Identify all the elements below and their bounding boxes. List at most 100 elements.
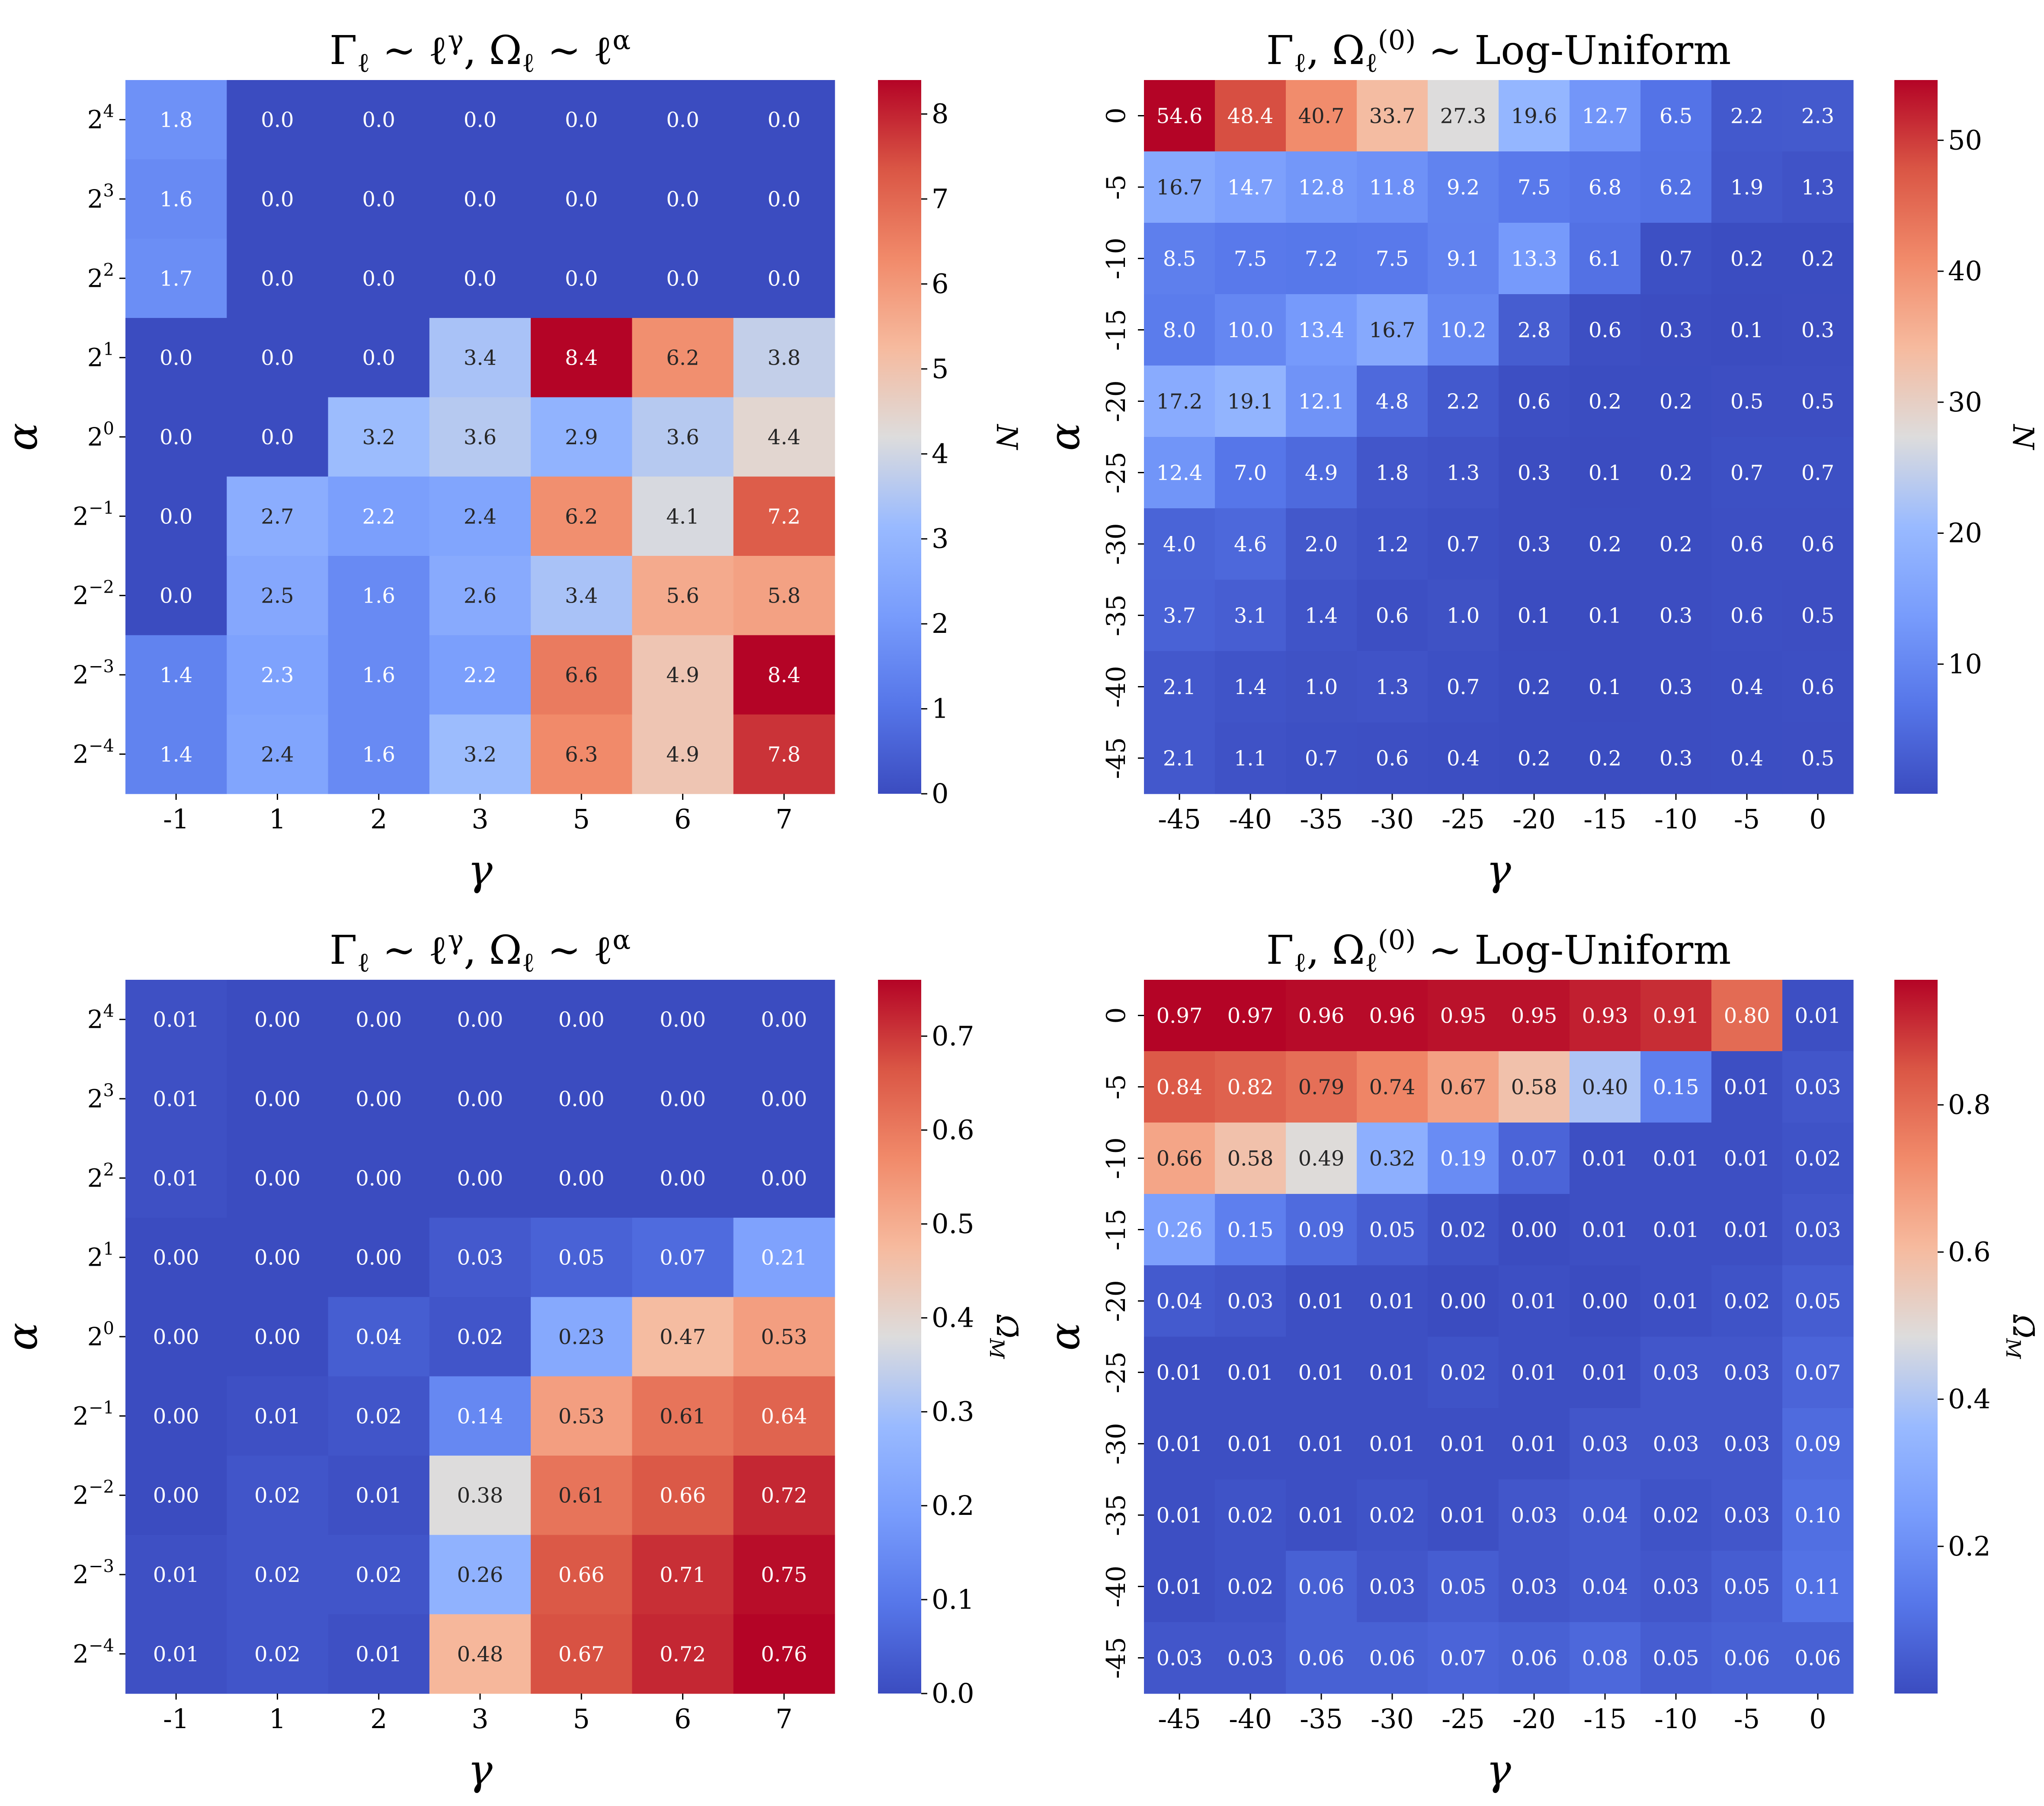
cell-value-label: 0.06 xyxy=(1795,1646,1841,1671)
cell-value-label: 0.3 xyxy=(1801,318,1834,343)
heatmap-cell xyxy=(1428,294,1499,366)
heatmap-cell xyxy=(1570,651,1641,723)
heatmap-cell xyxy=(328,635,430,715)
cell-value-label: 0.06 xyxy=(1369,1646,1416,1671)
heatmap-cell xyxy=(1286,1408,1357,1480)
heatmap-cell xyxy=(1499,437,1570,509)
heatmap-cell xyxy=(1640,1479,1712,1551)
heatmap-cell xyxy=(733,980,835,1059)
cell-value-label: 0.2 xyxy=(1660,532,1692,557)
cell-value-label: 0.00 xyxy=(457,1008,503,1032)
cell-value-label: 0.09 xyxy=(1795,1432,1841,1456)
y-tick-label: 21 xyxy=(87,340,114,372)
x-tick-label: 1 xyxy=(269,803,286,835)
heatmap-cell xyxy=(1286,1551,1357,1623)
heatmap-cell xyxy=(227,556,329,635)
cell-value-label: 11.8 xyxy=(1369,176,1416,200)
heatmap-cell xyxy=(1144,1479,1215,1551)
heatmap-cell xyxy=(1215,1479,1286,1551)
heatmap-cell xyxy=(1357,1479,1428,1551)
cell-value-label: 0.6 xyxy=(1376,604,1409,628)
colorbar-tick-label: 0.6 xyxy=(1948,1236,1991,1267)
cell-value-label: 0.01 xyxy=(1369,1432,1416,1456)
heatmap-cell xyxy=(1286,1051,1357,1123)
cell-value-label: 0.01 xyxy=(1511,1432,1557,1456)
heatmap-cell xyxy=(1428,366,1499,437)
cell-value-label: 2.2 xyxy=(464,663,497,687)
heatmap-cell xyxy=(1640,651,1712,723)
cell-value-label: 0.00 xyxy=(254,1325,301,1349)
svg-text:α: α xyxy=(0,423,47,451)
colorbar xyxy=(878,80,921,794)
heatmap-cell xyxy=(1640,1551,1712,1623)
heatmap-cell xyxy=(125,238,227,318)
heatmap-cell xyxy=(1215,1337,1286,1408)
svg-text:Ω̄M: Ω̄M xyxy=(985,1314,1023,1360)
cell-value-label: 0.7 xyxy=(1801,461,1834,485)
heatmap-cell xyxy=(1570,1479,1641,1551)
y-tick-label: 22 xyxy=(87,260,114,293)
cell-value-label: 0.7 xyxy=(1730,461,1763,485)
cell-value-label: 0.03 xyxy=(1795,1075,1841,1100)
cell-value-label: 0.3 xyxy=(1518,532,1551,557)
heatmap-cell xyxy=(1711,508,1783,580)
cell-value-label: 0.06 xyxy=(1724,1646,1770,1671)
cell-value-label: 0.01 xyxy=(153,1166,199,1190)
heatmap-cell xyxy=(328,1138,430,1218)
cell-value-label: 0.05 xyxy=(1795,1290,1841,1314)
y-axis-label: α xyxy=(1041,423,1089,451)
heatmap-cell xyxy=(1215,437,1286,509)
cell-value-label: 0.03 xyxy=(1227,1290,1274,1314)
cell-value-label: 7.5 xyxy=(1518,176,1551,200)
colorbar-tick-label: 2 xyxy=(932,608,948,639)
cell-value-label: 0.07 xyxy=(1440,1646,1487,1671)
x-tick-label: -25 xyxy=(1442,1703,1485,1735)
heatmap-cell xyxy=(733,1138,835,1218)
cell-value-label: 0.2 xyxy=(1589,747,1621,771)
cell-value-label: 0.58 xyxy=(1511,1075,1557,1100)
cell-value-label: 2.3 xyxy=(1801,104,1834,128)
x-axis-label: γ xyxy=(1486,1746,1511,1794)
heatmap-cell xyxy=(1357,1265,1428,1337)
y-tick-label: 2−3 xyxy=(73,657,114,690)
cell-value-label: 0.03 xyxy=(1582,1432,1628,1456)
x-tick-label: -45 xyxy=(1158,1703,1201,1735)
cell-value-label: 4.6 xyxy=(1234,532,1267,557)
heatmap-cell xyxy=(733,318,835,398)
cell-value-label: 0.74 xyxy=(1369,1075,1416,1100)
cell-value-label: 0.00 xyxy=(761,1166,807,1190)
cell-value-label: 1.3 xyxy=(1801,176,1834,200)
cell-value-label: 0.0 xyxy=(261,346,294,370)
heatmap-cell xyxy=(1782,1479,1854,1551)
cell-value-label: 0.01 xyxy=(254,1404,301,1428)
heatmap-cell xyxy=(1286,1265,1357,1337)
cell-value-label: 0.01 xyxy=(1157,1575,1203,1599)
y-tick-label: 2−1 xyxy=(73,498,114,531)
cell-value-label: 10.0 xyxy=(1227,318,1274,343)
x-tick-label: 6 xyxy=(674,1703,691,1735)
heatmap-cell xyxy=(531,397,633,477)
cell-value-label: 0.6 xyxy=(1589,318,1621,343)
cell-value-label: 0.21 xyxy=(761,1246,807,1270)
heatmap-cell xyxy=(125,1614,227,1694)
heatmap-cell xyxy=(1711,1551,1783,1623)
cell-value-label: 6.1 xyxy=(1589,247,1621,271)
y-tick-label: 2−3 xyxy=(73,1556,114,1589)
cell-value-label: 0.26 xyxy=(457,1563,503,1587)
cell-value-label: 0.01 xyxy=(153,1087,199,1111)
heatmap-cell xyxy=(429,397,531,477)
cell-value-label: 0.02 xyxy=(1440,1218,1487,1242)
heatmap-cell xyxy=(1711,437,1783,509)
cell-value-label: 0.61 xyxy=(558,1484,605,1508)
heatmap-cell xyxy=(328,318,430,398)
colorbar-tick-label: 0.2 xyxy=(932,1490,974,1521)
x-tick-label: -15 xyxy=(1583,1703,1627,1735)
y-tick-label: -10 xyxy=(1101,237,1131,279)
cell-value-label: 9.1 xyxy=(1447,247,1480,271)
heatmap-cell xyxy=(1782,1194,1854,1266)
cell-value-label: 0.32 xyxy=(1369,1147,1416,1171)
cell-value-label: 6.3 xyxy=(565,742,598,767)
cell-value-label: 0.07 xyxy=(1511,1147,1557,1171)
cell-value-label: 0.09 xyxy=(1298,1218,1345,1242)
